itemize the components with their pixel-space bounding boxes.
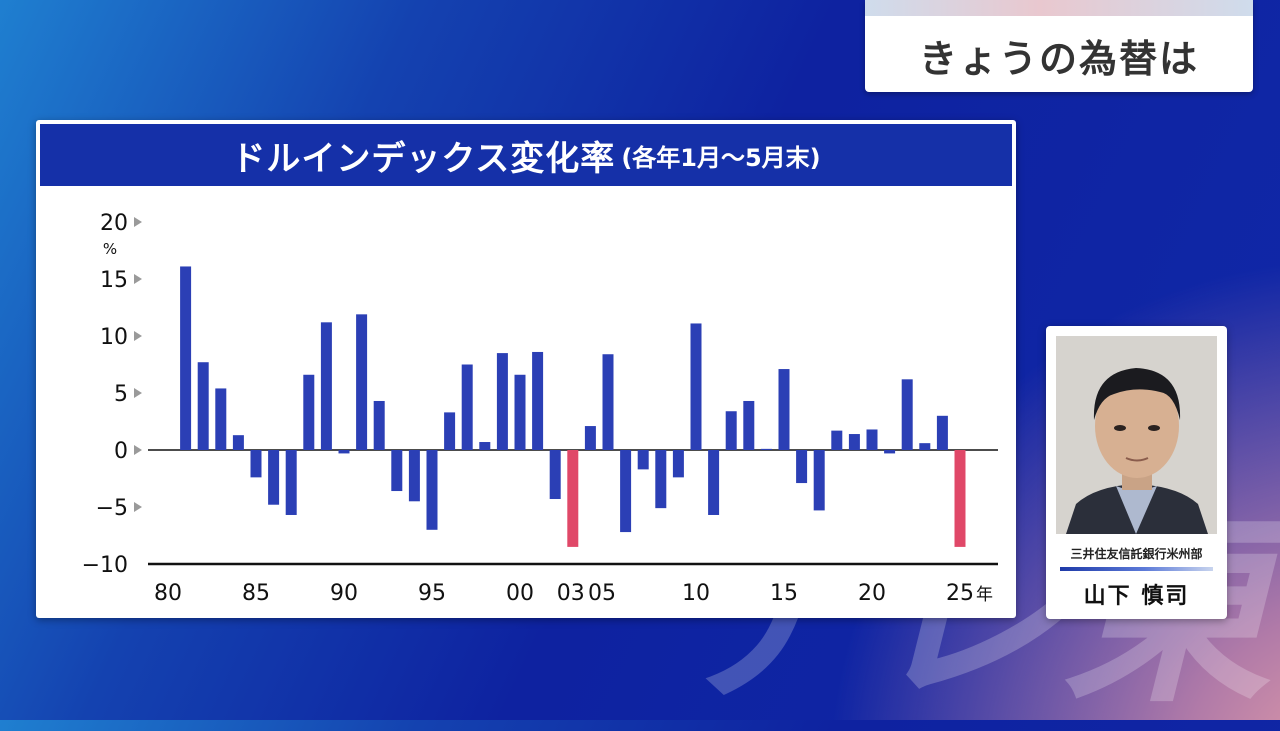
y-tick-label: 20	[100, 211, 128, 236]
x-tick-label: 20	[858, 581, 886, 606]
bar-2018	[831, 430, 843, 450]
bar-2005	[602, 354, 614, 450]
bar-2008	[655, 450, 667, 509]
bar-1982	[197, 362, 209, 450]
x-tick-label: 80	[154, 581, 182, 606]
bar-2011	[708, 450, 720, 515]
chart-title: ドルインデックス変化率	[231, 138, 616, 179]
y-tick-label: −10	[82, 553, 128, 578]
bar-2025	[954, 450, 966, 547]
chart-subtitle: (各年1月〜5月末)	[621, 143, 821, 172]
bar-2023	[919, 443, 931, 450]
bar-2022	[901, 379, 913, 450]
x-tick-label: 85	[242, 581, 270, 606]
bar-1996	[444, 412, 456, 450]
bar-1984	[232, 435, 244, 450]
x-tick-label: 90	[330, 581, 358, 606]
speaker-name: 山下 慎司	[1083, 584, 1190, 609]
bar-1993	[391, 450, 403, 492]
bar-2012	[725, 411, 737, 450]
bar-2015	[778, 369, 790, 450]
speaker-card: 三井住友信託銀行米州部 山下 慎司	[1046, 326, 1227, 619]
bar-1991	[356, 314, 368, 450]
bar-2009	[672, 450, 684, 478]
bar-2007	[637, 450, 649, 470]
bar-1985	[250, 450, 262, 478]
speaker-organization: 三井住友信託銀行米州部	[1070, 547, 1203, 561]
bar-1995	[426, 450, 438, 530]
bar-2020	[866, 429, 878, 450]
speaker-divider	[1060, 567, 1213, 571]
bar-2003	[567, 450, 579, 547]
bar-1986	[268, 450, 280, 505]
y-tick-label: 15	[100, 268, 128, 293]
y-tick-marker	[134, 274, 142, 284]
bar-1988	[303, 374, 315, 450]
bar-2021	[884, 450, 896, 454]
bar-1998	[479, 442, 491, 450]
x-tick-label: 10	[682, 581, 710, 606]
bar-1992	[373, 400, 385, 450]
bar-2002	[549, 450, 561, 500]
y-tick-marker	[134, 217, 142, 227]
bar-2010	[690, 323, 702, 450]
x-tick-label: 95	[418, 581, 446, 606]
bar-2001	[532, 351, 544, 450]
bar-1989	[320, 322, 332, 450]
x-tick-label: 00	[506, 581, 534, 606]
bar-1981	[180, 266, 192, 450]
chart-header: ドルインデックス変化率 (各年1月〜5月末)	[40, 124, 1012, 186]
bar-2024	[936, 415, 948, 450]
bar-2004	[584, 426, 596, 450]
x-tick-label: 05	[588, 581, 616, 606]
bar-2014	[760, 448, 772, 450]
bar-1990	[338, 450, 350, 454]
topic-banner: きょうの為替は	[865, 0, 1253, 92]
y-tick-label: −5	[96, 496, 128, 521]
bar-2017	[813, 450, 825, 511]
y-tick-marker	[134, 445, 142, 455]
bar-2013	[743, 400, 755, 450]
bar-1994	[408, 450, 420, 502]
topic-label: きょうの為替は	[918, 37, 1199, 81]
topic-banner-accent	[865, 0, 1253, 16]
y-tick-marker	[134, 331, 142, 341]
speaker-portrait-icon	[1056, 336, 1217, 534]
bar-2000	[514, 374, 526, 450]
bar-1983	[215, 388, 227, 450]
y-tick-marker	[134, 502, 142, 512]
speaker-photo	[1056, 336, 1217, 534]
y-unit-label: %	[103, 240, 117, 258]
bar-1987	[285, 450, 297, 515]
bar-2019	[848, 434, 860, 450]
bar-1999	[496, 353, 508, 450]
x-tick-label: 15	[770, 581, 798, 606]
x-axis-suffix: 年	[976, 585, 993, 605]
x-tick-label: 03	[557, 581, 585, 606]
chart-panel: ドルインデックス変化率 (各年1月〜5月末) −10 −5 0 5 10 15 20% 80 8…	[36, 120, 1016, 618]
y-tick-label: 10	[100, 325, 128, 350]
x-tick-label: 25	[946, 581, 974, 606]
y-tick-label: 5	[114, 382, 128, 407]
y-tick-marker	[134, 388, 142, 398]
bar-1997	[461, 364, 473, 450]
bar-2016	[796, 450, 808, 484]
bar-2006	[620, 450, 632, 533]
y-tick-label: 0	[114, 439, 128, 464]
